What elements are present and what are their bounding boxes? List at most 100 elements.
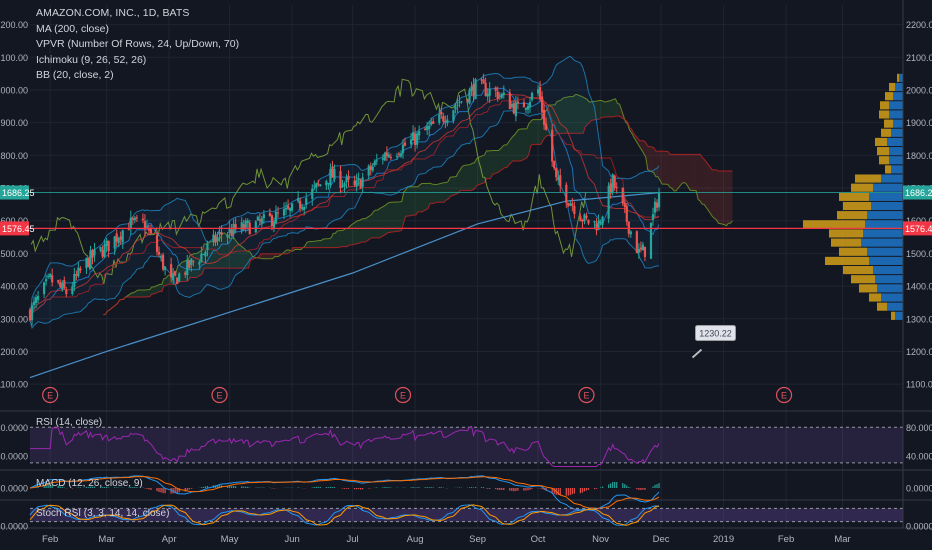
rsi-band	[30, 427, 903, 463]
candle-body	[401, 144, 405, 154]
candle-body	[395, 155, 399, 157]
candle	[157, 246, 161, 258]
red-line-badge-left-bg	[0, 221, 29, 236]
rsi-tick-right: 80.0000	[906, 423, 932, 433]
candle-body	[161, 254, 165, 270]
cloud-segment	[690, 154, 697, 191]
candle	[361, 172, 364, 193]
candle-body	[244, 220, 247, 228]
candle	[101, 245, 104, 259]
time-tick: May	[221, 534, 239, 545]
time-tick: Jun	[284, 534, 299, 545]
cloud-segment	[516, 129, 519, 161]
cloud-segment	[603, 101, 606, 118]
candle-body	[516, 101, 520, 104]
rsi-line	[30, 425, 660, 467]
vpvr-down-bar	[839, 192, 869, 201]
candle-body	[653, 201, 657, 213]
candle-body	[649, 222, 653, 259]
candle-body	[571, 203, 574, 206]
candle	[456, 98, 459, 113]
candle	[319, 184, 322, 187]
candle	[186, 254, 189, 281]
candle-body	[587, 219, 590, 224]
candle	[484, 77, 487, 97]
legend-vpvr[interactable]: VPVR (Number Of Rows, 24, Up/Down, 70)	[36, 38, 240, 50]
candle-body	[141, 218, 145, 221]
macd-pane-label[interactable]: MACD (12, 26, close, 9)	[36, 478, 143, 489]
candle-body	[452, 110, 455, 121]
candle	[107, 240, 110, 258]
stoch-tick-left: 0.0000	[0, 522, 28, 532]
candle-body	[319, 184, 322, 187]
vpvr-down-bar	[879, 156, 889, 165]
candle	[93, 242, 96, 262]
price-tick-left: 1900.00	[0, 118, 28, 128]
cloud-segment	[569, 96, 572, 134]
candle-body	[430, 121, 433, 125]
candle-body	[541, 96, 544, 113]
candle-body	[117, 238, 120, 244]
candle	[28, 307, 32, 322]
candle-body	[343, 183, 346, 187]
cloud-segment	[434, 184, 437, 204]
stoch-pane-label[interactable]: Stoch RSI (3, 3, 14, 14, close)	[36, 508, 170, 519]
candle-body	[339, 170, 342, 189]
cloud-segment	[702, 157, 705, 205]
cloud-segment	[601, 100, 604, 118]
candle	[571, 197, 574, 212]
vpvr-down-bar	[891, 311, 895, 320]
legend-ma[interactable]: MA (200, close)	[36, 22, 109, 35]
rsi-pane-label[interactable]: RSI (14, close)	[36, 417, 103, 428]
symbol-title[interactable]: AMAZON.COM, INC., 1D, BATS	[36, 7, 190, 19]
legend-ichimoku[interactable]: Ichimoku (9, 26, 52, 26)	[36, 53, 147, 66]
price-tick-left: 2200.00	[0, 20, 28, 30]
vpvr-up-bar	[893, 92, 903, 101]
candle	[343, 181, 346, 194]
red-line-badge-bg	[903, 221, 932, 236]
price-tick-left: 1400.00	[0, 282, 28, 292]
candle	[621, 187, 624, 206]
candle	[325, 179, 328, 191]
candle	[438, 107, 441, 126]
cloud-segment	[684, 154, 687, 184]
candle	[474, 77, 477, 100]
candle-body	[47, 276, 50, 278]
candle	[629, 230, 632, 238]
ichimoku-span-b	[103, 115, 733, 316]
time-tick: Dec	[653, 534, 670, 545]
cloud-segment	[617, 103, 620, 117]
candle-body	[383, 153, 386, 161]
current-price-badge-left-bg	[0, 185, 29, 200]
candle	[85, 257, 88, 275]
candle-body	[428, 125, 431, 129]
candle-body	[77, 267, 80, 277]
legend-bb[interactable]: BB (20, close, 2)	[36, 69, 114, 81]
candle-body	[595, 223, 598, 231]
candle	[214, 231, 217, 247]
candle-body	[597, 221, 600, 230]
candle-body	[466, 99, 469, 102]
time-tick: Apr	[162, 534, 177, 545]
candle	[359, 178, 362, 189]
candle-body	[371, 166, 374, 171]
candle	[270, 213, 274, 231]
cloud-segment	[333, 233, 336, 248]
candle-body	[387, 154, 390, 158]
candle	[262, 210, 265, 224]
candle-body	[317, 183, 320, 185]
cloud-segment	[413, 186, 416, 216]
cloud-segment	[518, 128, 521, 161]
candle-body	[59, 282, 62, 287]
candle	[170, 257, 173, 283]
candle-body	[228, 228, 231, 234]
cloud-segment	[389, 202, 392, 233]
candle	[510, 100, 513, 109]
cloud-segment	[415, 186, 418, 216]
cloud-segment	[490, 150, 493, 179]
cloud-segment	[597, 100, 600, 120]
candle-body	[432, 121, 435, 124]
candle-body	[30, 305, 34, 321]
candle	[639, 241, 642, 253]
